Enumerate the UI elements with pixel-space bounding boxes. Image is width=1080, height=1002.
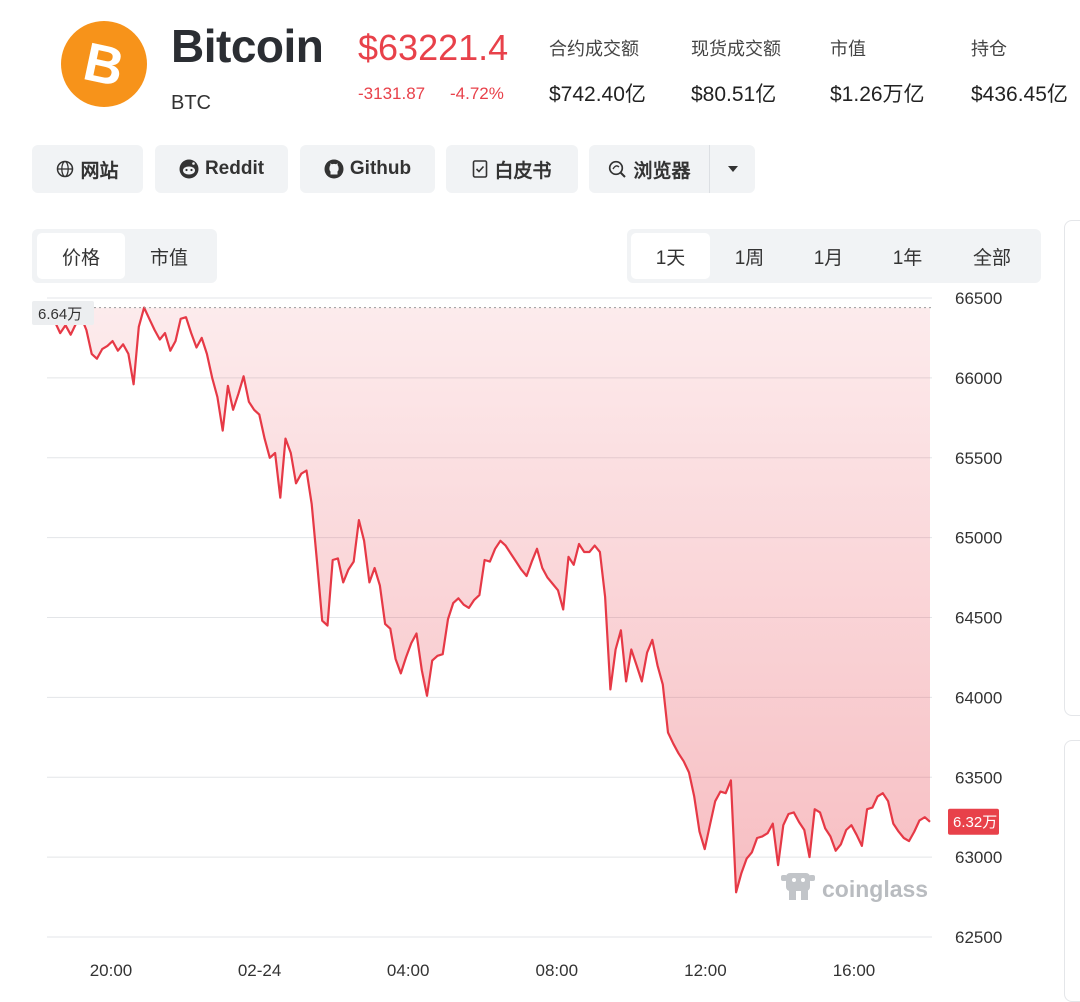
tab-range-1d[interactable]: 1天 — [631, 233, 710, 279]
price-chart[interactable]: coinglass 66500 66000 65500 65000 64500 64000… — [0, 285, 1060, 981]
x-tick-label: 12:00 — [684, 961, 727, 980]
whitepaper-button[interactable]: 白皮书 — [446, 145, 578, 193]
stat-value-market-cap: $1.26万亿 — [830, 83, 925, 106]
watermark-text: coinglass — [822, 876, 928, 902]
x-tick-label: 08:00 — [536, 961, 579, 980]
website-button[interactable]: 网站 — [32, 145, 143, 193]
github-button-label: Github — [349, 158, 412, 179]
price-area-fill — [55, 307, 930, 893]
high-price-tag: 6.64万 — [32, 301, 94, 325]
tab-range-1m[interactable]: 1月 — [813, 247, 844, 269]
explorer-dropdown-button[interactable] — [710, 145, 755, 193]
whitepaper-button-label: 白皮书 — [494, 160, 552, 182]
stat-value-spot-volume: $80.51亿 — [691, 83, 777, 106]
x-tick-label: 02-24 — [238, 961, 281, 980]
stat-value-open-interest: $436.45亿 — [971, 83, 1068, 106]
logo-letter: B — [78, 32, 129, 99]
current-price-label: 6.32万 — [953, 814, 997, 831]
y-tick-label: 64000 — [955, 688, 1002, 707]
github-button[interactable]: Github — [300, 145, 435, 193]
reddit-button-label: Reddit — [204, 158, 265, 179]
explorer-button[interactable]: 浏览器 — [589, 145, 710, 193]
stat-label-open-interest: 持仓 — [971, 39, 1007, 59]
tab-range-1y[interactable]: 1年 — [892, 247, 923, 269]
y-tick-label: 64500 — [955, 609, 1002, 628]
watermark: coinglass — [781, 873, 928, 902]
tab-range-1w[interactable]: 1周 — [734, 247, 765, 269]
tab-market-cap[interactable]: 市值 — [149, 247, 188, 269]
caret-down-icon — [727, 166, 738, 172]
tab-price[interactable]: 价格 — [37, 233, 125, 279]
time-range-toggle: 1天 1周 1月 1年 全部 — [627, 229, 1041, 283]
price-line — [54, 306, 931, 894]
x-tick-label: 16:00 — [833, 961, 876, 980]
metric-toggle: 价格 市值 — [32, 229, 217, 283]
y-tick-label: 66500 — [955, 289, 1002, 308]
bitcoin-logo-icon: B — [61, 21, 147, 107]
y-tick-label: 65500 — [955, 449, 1002, 468]
price-change-percent: -4.72% — [450, 84, 504, 103]
coinglass-logo-icon — [781, 873, 815, 900]
price-change-absolute: -3131.87 — [358, 84, 426, 103]
reddit-icon — [179, 159, 199, 179]
x-axis: 20:00 02-24 04:00 08:00 12:00 16:00 — [90, 961, 876, 980]
stat-label-futures-volume: 合约成交额 — [549, 39, 639, 59]
current-price-tag: 6.32万 — [948, 808, 999, 835]
stat-value-futures-volume: $742.40亿 — [549, 83, 646, 106]
globe-icon — [57, 160, 74, 178]
y-tick-label: 62500 — [955, 928, 1002, 947]
x-tick-label: 04:00 — [387, 961, 430, 980]
y-axis: 66500 66000 65500 65000 64500 64000 63500 63000… — [955, 289, 1002, 947]
y-tick-label: 63500 — [955, 768, 1002, 787]
current-price: $63221.4 — [358, 27, 509, 68]
reddit-button[interactable]: Reddit — [155, 145, 288, 193]
y-tick-label: 66000 — [955, 369, 1002, 388]
coin-name: Bitcoin — [171, 20, 324, 72]
website-button-label: 网站 — [80, 160, 119, 182]
y-tick-label: 65000 — [955, 529, 1002, 548]
github-icon — [324, 159, 344, 179]
stat-label-spot-volume: 现货成交额 — [691, 39, 781, 59]
explorer-button-label: 浏览器 — [633, 160, 691, 182]
y-tick-label: 63000 — [955, 848, 1002, 867]
tab-range-all[interactable]: 全部 — [972, 247, 1011, 269]
explorer-icon — [609, 160, 627, 178]
document-icon — [473, 160, 488, 178]
explorer-dropdown-divider — [709, 145, 710, 193]
side-panel-top — [1064, 220, 1080, 716]
stat-label-market-cap: 市值 — [830, 39, 866, 59]
x-tick-label: 20:00 — [90, 961, 133, 980]
high-price-label: 6.64万 — [38, 306, 82, 323]
side-panel-bottom — [1064, 740, 1080, 1002]
coin-symbol: BTC — [171, 92, 211, 114]
